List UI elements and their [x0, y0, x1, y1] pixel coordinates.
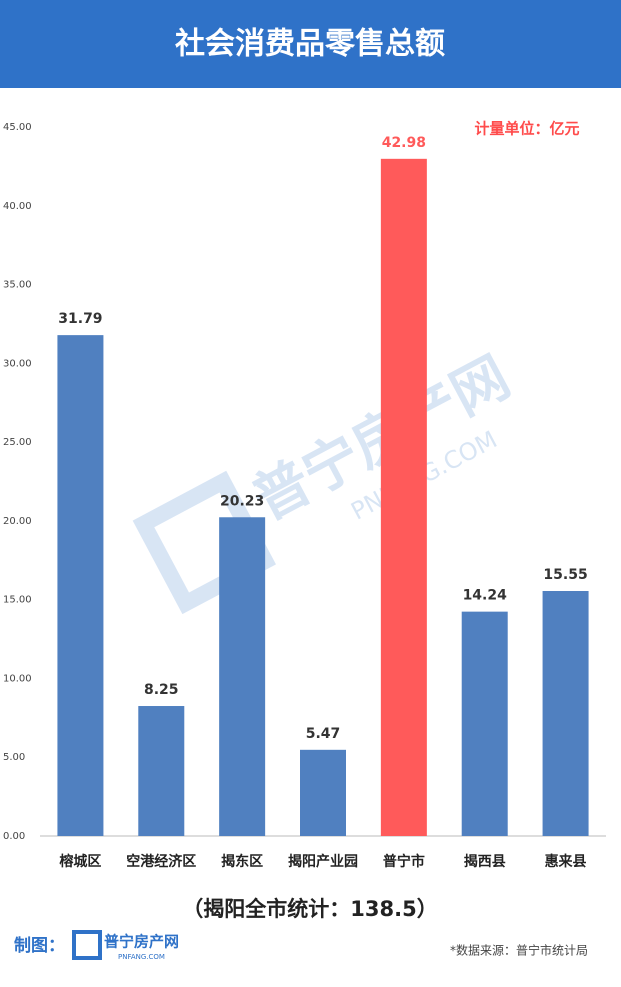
source-note: *数据来源：普宁市统计局 [450, 943, 588, 958]
x-tick-label: 惠来县 [545, 853, 587, 870]
watermark: 普宁房产网 PNFANG.COM [132, 344, 520, 615]
logo-subtext: PNFANG.COM [118, 953, 165, 961]
y-tick-label: 15.00 [3, 595, 32, 606]
logo-icon [72, 930, 102, 960]
bar [542, 591, 589, 836]
credit-label: 制图： [14, 935, 65, 956]
y-tick-label: 40.00 [3, 201, 32, 212]
y-tick-label: 5.00 [3, 752, 25, 763]
y-tick-label: 0.00 [3, 831, 25, 842]
y-tick-label: 20.00 [3, 516, 32, 527]
unit-note: 计量单位：亿元 [474, 120, 579, 138]
x-tick-label: 普宁市 [383, 853, 425, 870]
bar [219, 517, 266, 836]
bar [380, 158, 427, 836]
bar [138, 706, 185, 836]
value-label: 14.24 [463, 588, 508, 604]
value-label: 20.23 [220, 493, 264, 509]
header-band [0, 0, 621, 88]
y-tick-label: 10.00 [3, 673, 32, 684]
x-tick-label: 揭西县 [464, 853, 506, 870]
value-label: 42.98 [382, 135, 426, 151]
x-tick-label: 空港经济区 [126, 853, 196, 870]
bar [57, 335, 104, 836]
value-label: 31.79 [58, 311, 102, 327]
x-tick-label: 揭阳产业园 [288, 853, 358, 870]
value-label: 8.25 [144, 682, 179, 698]
bar [461, 611, 508, 836]
y-tick-label: 30.00 [3, 358, 32, 369]
chart-title: 社会消费品零售总额 [175, 27, 445, 62]
x-tick-label: 揭东区 [221, 853, 263, 870]
y-tick-label: 25.00 [3, 437, 32, 448]
bar [300, 749, 346, 836]
y-tick-label: 45.00 [3, 122, 32, 133]
value-label: 15.55 [543, 567, 587, 583]
logo-text: 普宁房产网 [104, 933, 179, 951]
value-label: 5.47 [306, 726, 341, 742]
y-tick-label: 35.00 [3, 280, 32, 291]
x-tick-label: 榕城区 [59, 853, 101, 870]
total-note: （揭阳全市统计：138.5） [182, 897, 437, 921]
